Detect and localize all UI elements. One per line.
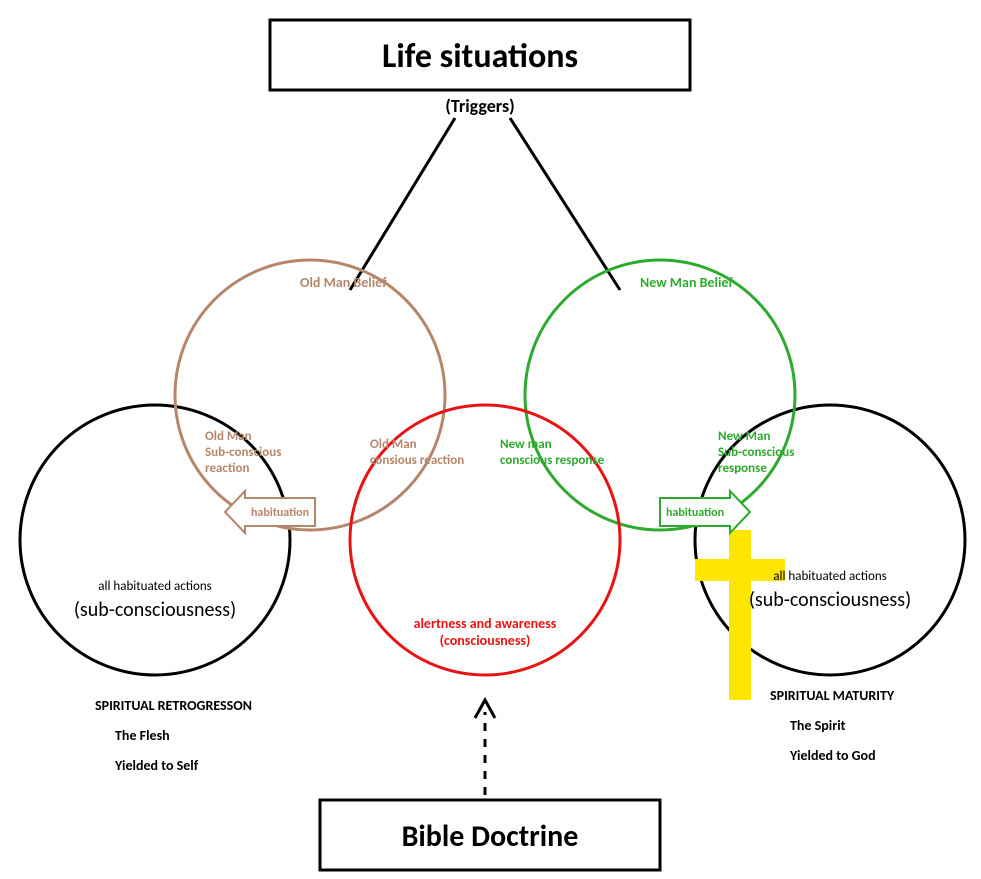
circle-new-man <box>525 260 795 530</box>
label-new-man-subconscious-line0: New Man <box>718 429 770 444</box>
footer-right-line2: The Spirit <box>790 717 846 734</box>
trigger-line-right <box>510 118 620 290</box>
label-left-subconscious-line1: all habituated actions <box>98 579 211 594</box>
habituation-arrow-right: habituation <box>660 491 750 533</box>
label-old-man-subconscious-line0: Old Man <box>205 429 252 444</box>
label-new-man-belief: New Man Belief <box>640 274 733 291</box>
label-old-man-conscious-line1: consious reaction <box>370 453 464 468</box>
footer-left-line2: The Flesh <box>115 727 170 744</box>
label-right-subconscious-line1: all habituated actions <box>773 569 886 584</box>
footer-right-heading: SPIRITUAL MATURITY <box>770 687 895 704</box>
doctrine-arrow-head <box>475 700 495 718</box>
label-consciousness-line1: (consciousness) <box>440 632 531 649</box>
label-consciousness-line0: alertness and awareness <box>414 615 557 632</box>
label-right-subconscious-line2: (sub-consciousness) <box>749 588 911 612</box>
footer-left-line3: Yielded to Self <box>114 757 199 774</box>
trigger-line-left <box>350 118 455 290</box>
label-old-man-conscious-line0: Old Man <box>370 437 417 452</box>
label-new-man-subconscious-line2: response <box>718 461 767 476</box>
label-new-man-subconscious-line1: Sub-conscious <box>718 445 794 460</box>
bottom-box-title: Bible Doctrine <box>402 818 579 855</box>
footer-right-line3: Yielded to God <box>789 747 876 764</box>
habituation-arrow-right-label: habituation <box>666 506 724 520</box>
top-box-title: Life situations <box>382 36 578 77</box>
cross-icon <box>729 530 751 700</box>
label-new-man-conscious-line1: conscious response <box>500 453 605 468</box>
top-box-subtitle: (Triggers) <box>445 95 514 117</box>
circle-old-man <box>175 260 445 530</box>
label-old-man-subconscious-line1: Sub-conscious <box>205 445 281 460</box>
label-new-man-conscious-line0: New man <box>500 437 552 452</box>
label-old-man-subconscious-line2: reaction <box>205 461 249 476</box>
habituation-arrow-left-label: habituation <box>251 506 309 520</box>
label-left-subconscious-line2: (sub-consciousness) <box>74 598 236 622</box>
label-old-man-belief: Old Man Belief <box>300 274 387 291</box>
footer-left-heading: SPIRITUAL RETROGRESSON <box>95 697 252 714</box>
habituation-arrow-left: habituation <box>225 491 315 533</box>
cross-icon-bar <box>695 559 785 581</box>
